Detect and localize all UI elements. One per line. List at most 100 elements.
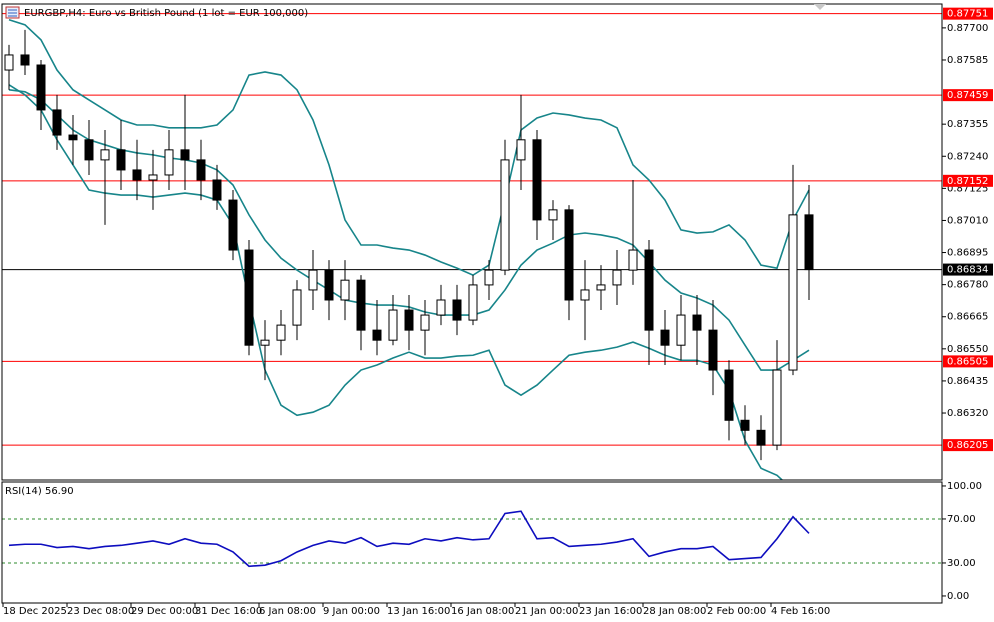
candle-body bbox=[516, 139, 526, 161]
price-level-label: 0.87751 bbox=[947, 9, 988, 20]
candle-body bbox=[468, 284, 478, 321]
x-tick-label: 29 Dec 00:00 bbox=[131, 606, 198, 617]
candle-body bbox=[580, 289, 590, 301]
rsi-frame bbox=[1, 481, 943, 604]
x-tick-label: 2 Feb 00:00 bbox=[707, 606, 766, 617]
price-plot bbox=[2, 13, 942, 480]
x-tick-label: 16 Jan 08:00 bbox=[451, 606, 514, 617]
candle-body bbox=[308, 269, 318, 291]
y-tick-label: 0.86895 bbox=[947, 248, 988, 259]
candle-body bbox=[164, 149, 174, 176]
candle-body bbox=[116, 149, 126, 171]
y-tick-label: 0.86550 bbox=[947, 344, 988, 355]
rsi-plot bbox=[2, 510, 942, 568]
y-tick-label: 0.87700 bbox=[947, 23, 988, 34]
candle-body bbox=[180, 149, 190, 161]
candle-body bbox=[676, 314, 686, 346]
candle-body bbox=[500, 159, 510, 271]
candle-body bbox=[52, 109, 62, 136]
price-level-tag bbox=[943, 439, 993, 452]
y-tick-label: 0.87240 bbox=[947, 151, 988, 162]
price-frame bbox=[1, 3, 943, 481]
x-tick-label: 6 Jan 08:00 bbox=[259, 606, 316, 617]
x-tick-label: 28 Jan 08:00 bbox=[643, 606, 706, 617]
candle-body bbox=[452, 299, 462, 321]
price-level-label: 0.86834 bbox=[947, 265, 988, 276]
candle-body bbox=[548, 209, 558, 221]
price-level-tag bbox=[943, 263, 993, 276]
candle-body bbox=[132, 169, 142, 181]
price-level-tag bbox=[943, 355, 993, 368]
candle-body bbox=[340, 279, 350, 301]
bollinger-upper bbox=[8, 19, 810, 277]
rsi-tick-label: 70.00 bbox=[947, 514, 976, 525]
y-tick-label: 0.87585 bbox=[947, 55, 988, 66]
candle-body bbox=[324, 269, 334, 301]
symbol-icon bbox=[5, 6, 20, 19]
price-level-label: 0.87459 bbox=[947, 90, 988, 101]
candle-body bbox=[420, 314, 430, 331]
x-tick-label: 13 Jan 16:00 bbox=[387, 606, 450, 617]
candle-body bbox=[68, 134, 78, 141]
candle-body bbox=[228, 199, 238, 251]
candle-body bbox=[436, 299, 446, 316]
x-tick-label: 23 Jan 16:00 bbox=[579, 606, 642, 617]
y-tick-label: 0.87010 bbox=[947, 215, 988, 226]
candle-body bbox=[212, 179, 222, 201]
candle-body bbox=[788, 214, 798, 371]
candle-body bbox=[404, 309, 414, 331]
candle-body bbox=[20, 54, 30, 66]
price-level-label: 0.87152 bbox=[947, 176, 988, 187]
y-tick-label: 0.86780 bbox=[947, 280, 988, 291]
y-tick-label: 0.87125 bbox=[947, 183, 988, 194]
candle-body bbox=[772, 369, 782, 446]
candle-body bbox=[724, 369, 734, 421]
x-tick-label: 4 Feb 16:00 bbox=[771, 606, 830, 617]
price-level-tag bbox=[943, 7, 993, 20]
candle-body bbox=[644, 249, 654, 331]
price-level-tag bbox=[943, 89, 993, 102]
x-tick-label: 21 Jan 00:00 bbox=[515, 606, 578, 617]
rsi-label: RSI(14) 56.90 bbox=[5, 486, 74, 497]
y-tick-label: 0.86665 bbox=[947, 312, 988, 323]
rsi-tick-label: 0.00 bbox=[947, 591, 969, 602]
rsi-line bbox=[8, 510, 810, 568]
candle-body bbox=[532, 139, 542, 221]
candle-body bbox=[196, 159, 206, 181]
candle-body bbox=[36, 64, 46, 111]
candle-body bbox=[660, 329, 670, 346]
price-level-label: 0.86505 bbox=[947, 356, 988, 367]
rsi-tick-label: 30.00 bbox=[947, 558, 976, 569]
candle-body bbox=[276, 324, 286, 341]
candle-body bbox=[740, 419, 750, 431]
candle-body bbox=[804, 214, 814, 271]
candle-body bbox=[564, 209, 574, 301]
candle-body bbox=[148, 174, 158, 181]
axes: 0.87700 0.87585 0.87355 0.87240 0.87125 0.870… bbox=[2, 7, 993, 617]
price-level-label: 0.86205 bbox=[947, 440, 988, 451]
candle-body bbox=[356, 279, 366, 331]
candle-body bbox=[692, 314, 702, 331]
y-tick-label: 0.86435 bbox=[947, 376, 988, 387]
candle-body bbox=[372, 329, 382, 341]
x-tick-label: 18 Dec 2025 bbox=[3, 606, 67, 617]
y-tick-label: 0.86320 bbox=[947, 408, 988, 419]
y-tick-label: 0.87355 bbox=[947, 119, 988, 130]
x-tick-label: 23 Dec 08:00 bbox=[67, 606, 134, 617]
candle-body bbox=[260, 339, 270, 346]
chart-title: EURGBP,H4: Euro vs British Pound (1 lot … bbox=[24, 8, 308, 19]
candle-body bbox=[292, 289, 302, 326]
shift-marker bbox=[814, 4, 826, 10]
candle-body bbox=[628, 249, 638, 271]
rsi-tick-label: 100.00 bbox=[947, 481, 982, 492]
candle-body bbox=[708, 329, 718, 371]
candle-body bbox=[756, 429, 766, 446]
candle-body bbox=[484, 269, 494, 286]
candle-body bbox=[84, 139, 94, 161]
x-tick-label: 9 Jan 00:00 bbox=[323, 606, 380, 617]
candle-body bbox=[388, 309, 398, 341]
x-tick-label: 31 Dec 16:00 bbox=[195, 606, 262, 617]
price-level-tag bbox=[943, 174, 993, 187]
